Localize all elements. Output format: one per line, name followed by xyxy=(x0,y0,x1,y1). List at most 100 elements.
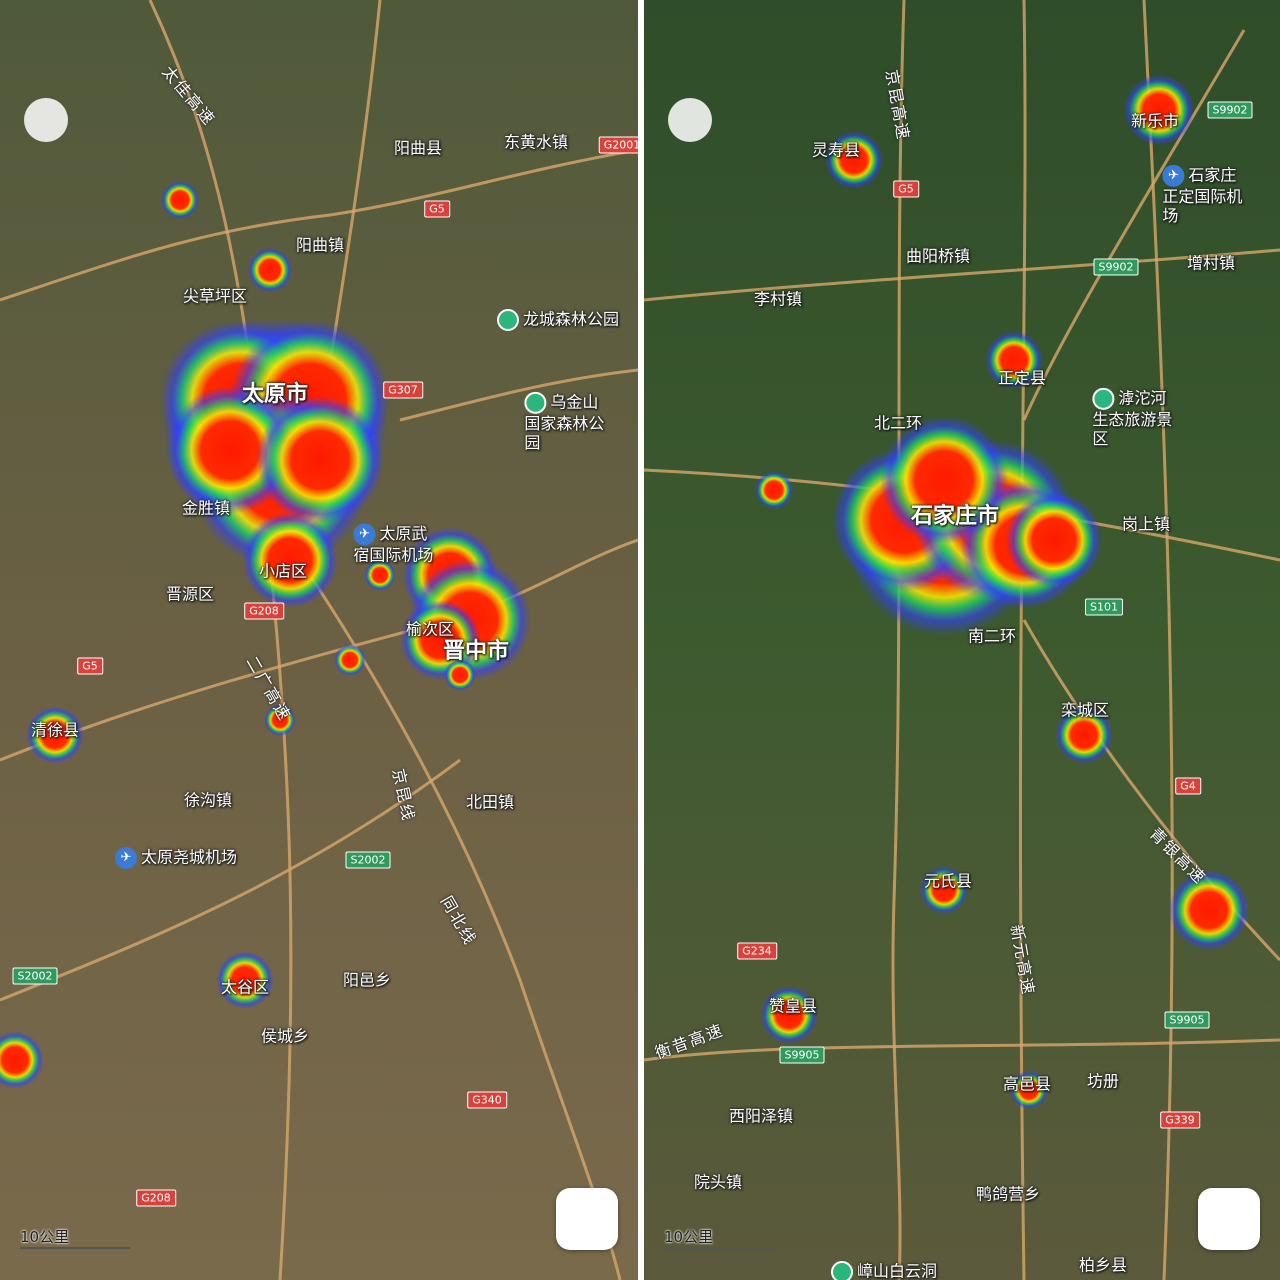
place-label: 李村镇 xyxy=(753,289,803,309)
road xyxy=(891,0,906,1280)
road-shield: G234 xyxy=(737,942,777,960)
place-label: 西阳泽镇 xyxy=(728,1106,794,1126)
poi-label[interactable]: 龙城森林公园 xyxy=(497,309,619,331)
place-label: 柏乡县 xyxy=(1078,1255,1128,1275)
heat-blob xyxy=(0,1031,44,1089)
heat-blob xyxy=(444,659,476,691)
terrain xyxy=(0,0,638,1280)
heat-blob xyxy=(1009,1070,1049,1110)
place-label: 尖草坪区 xyxy=(182,286,248,306)
locate-button[interactable] xyxy=(556,1188,618,1250)
road xyxy=(0,538,638,762)
place-label: 灵寿县 xyxy=(811,140,861,160)
place-label: 赞皇县 xyxy=(768,996,818,1016)
place-label: 太谷区 xyxy=(220,977,270,997)
road xyxy=(644,1038,1280,1062)
city-label: 太原市 xyxy=(241,381,309,407)
locate-button[interactable] xyxy=(1198,1188,1260,1250)
place-label: 元氏县 xyxy=(923,871,973,891)
city-label: 晋中市 xyxy=(442,638,510,664)
heat-blob xyxy=(880,416,1008,544)
place-label: 正定县 xyxy=(997,368,1047,388)
place-label: 坊册 xyxy=(1086,1071,1120,1091)
road-shield: G2001 xyxy=(598,136,638,154)
place-label: 阳曲镇 xyxy=(295,235,345,255)
compass[interactable] xyxy=(668,98,712,142)
poi-label[interactable]: 嶂山白云洞 xyxy=(831,1261,937,1280)
heat-blob xyxy=(256,396,384,524)
poi-label[interactable]: 乌金山国家森林公园 xyxy=(524,392,607,452)
place-label: 栾城区 xyxy=(1060,700,1110,720)
divider xyxy=(638,0,644,1280)
heat-blob xyxy=(825,131,883,189)
left-map[interactable]: 太原市晋中市 阳曲县 东黄水镇阳曲镇尖草坪区金胜镇小店区晋源区榆次区清徐县徐沟镇 北田… xyxy=(0,0,638,1280)
heat-blob xyxy=(364,559,396,591)
road xyxy=(0,148,638,302)
heat-blob xyxy=(985,331,1043,389)
map-base xyxy=(0,0,638,1280)
airport-label: 太原武宿国际机场 xyxy=(353,523,436,565)
heat-blob xyxy=(247,247,293,293)
road-shield: G5 xyxy=(893,180,919,198)
place-label: 院头镇 xyxy=(693,1172,743,1192)
place-label: 北二环 xyxy=(873,413,923,433)
road-shield: G208 xyxy=(244,602,284,620)
place-label: 榆次区 xyxy=(405,619,455,639)
place-label: 东黄水镇 xyxy=(503,132,569,152)
place-label: 晋源区 xyxy=(165,584,215,604)
heat-blob xyxy=(920,866,968,914)
scale-bar: 10公里 xyxy=(664,1226,774,1249)
compass[interactable] xyxy=(24,98,68,142)
place-label: 新乐市 xyxy=(1130,111,1180,131)
place-label: 阳曲县 xyxy=(393,138,443,158)
city-label: 石家庄市 xyxy=(910,503,1000,529)
heat-blob xyxy=(760,986,818,1044)
road xyxy=(644,248,1280,302)
heat-blob xyxy=(1123,74,1195,146)
road-shield: S2002 xyxy=(345,851,391,869)
heat-blob xyxy=(242,512,338,608)
place-label: 金胜镇 xyxy=(181,498,231,518)
road xyxy=(399,368,638,422)
airport-label: 太原尧城机场 xyxy=(115,847,237,869)
right-map[interactable]: 石家庄市 灵寿县 新乐市 曲阳桥镇 李村镇 增村镇 正定县 北二环 岗上镇 南二环 栾城区 元氏县 赞皇… xyxy=(644,0,1280,1280)
place-label: 南二环 xyxy=(967,626,1017,646)
airport-label: 石家庄正定国际机场 xyxy=(1162,165,1245,225)
road-shield: S101 xyxy=(1085,598,1123,616)
road-shield: G307 xyxy=(383,381,423,399)
road-shield: G340 xyxy=(467,1091,507,1109)
place-label: 徐沟镇 xyxy=(183,790,233,810)
place-label: 清徐县 xyxy=(30,720,80,740)
heat-blob xyxy=(264,704,296,736)
road xyxy=(0,758,461,1002)
heat-blob xyxy=(26,706,84,764)
place-label: 侯城乡 xyxy=(260,1026,310,1046)
road-shield: S9902 xyxy=(1207,101,1253,119)
road-shield: S9905 xyxy=(1164,1011,1210,1029)
road-shield: G208 xyxy=(136,1189,176,1207)
place-label: 鸭鸽营乡 xyxy=(975,1184,1041,1204)
road-shield: G4 xyxy=(1175,777,1201,795)
road-shield: G339 xyxy=(1160,1111,1200,1129)
place-label: 高邑县 xyxy=(1002,1074,1052,1094)
road-shield: G5 xyxy=(77,657,103,675)
road xyxy=(1142,0,1174,1280)
road-shield: S9905 xyxy=(779,1046,825,1064)
heat-blob xyxy=(160,180,200,220)
place-label: 阳邑乡 xyxy=(342,970,392,990)
place-label: 北田镇 xyxy=(465,792,515,812)
road xyxy=(1022,619,1280,962)
place-label: 岗上镇 xyxy=(1121,514,1171,534)
road-shield: S9902 xyxy=(1093,258,1139,276)
scale-bar: 10公里 xyxy=(20,1226,130,1249)
road-shield: S2002 xyxy=(12,967,58,985)
poi-label[interactable]: 滹沱河生态旅游景区 xyxy=(1092,388,1175,448)
road-shield: G5 xyxy=(424,200,450,218)
road xyxy=(1022,29,1246,421)
place-label: 小店区 xyxy=(258,561,308,581)
place-label: 曲阳桥镇 xyxy=(905,246,971,266)
heat-blob xyxy=(1169,870,1249,950)
heat-blob xyxy=(1006,492,1102,588)
heat-blob xyxy=(1055,706,1113,764)
